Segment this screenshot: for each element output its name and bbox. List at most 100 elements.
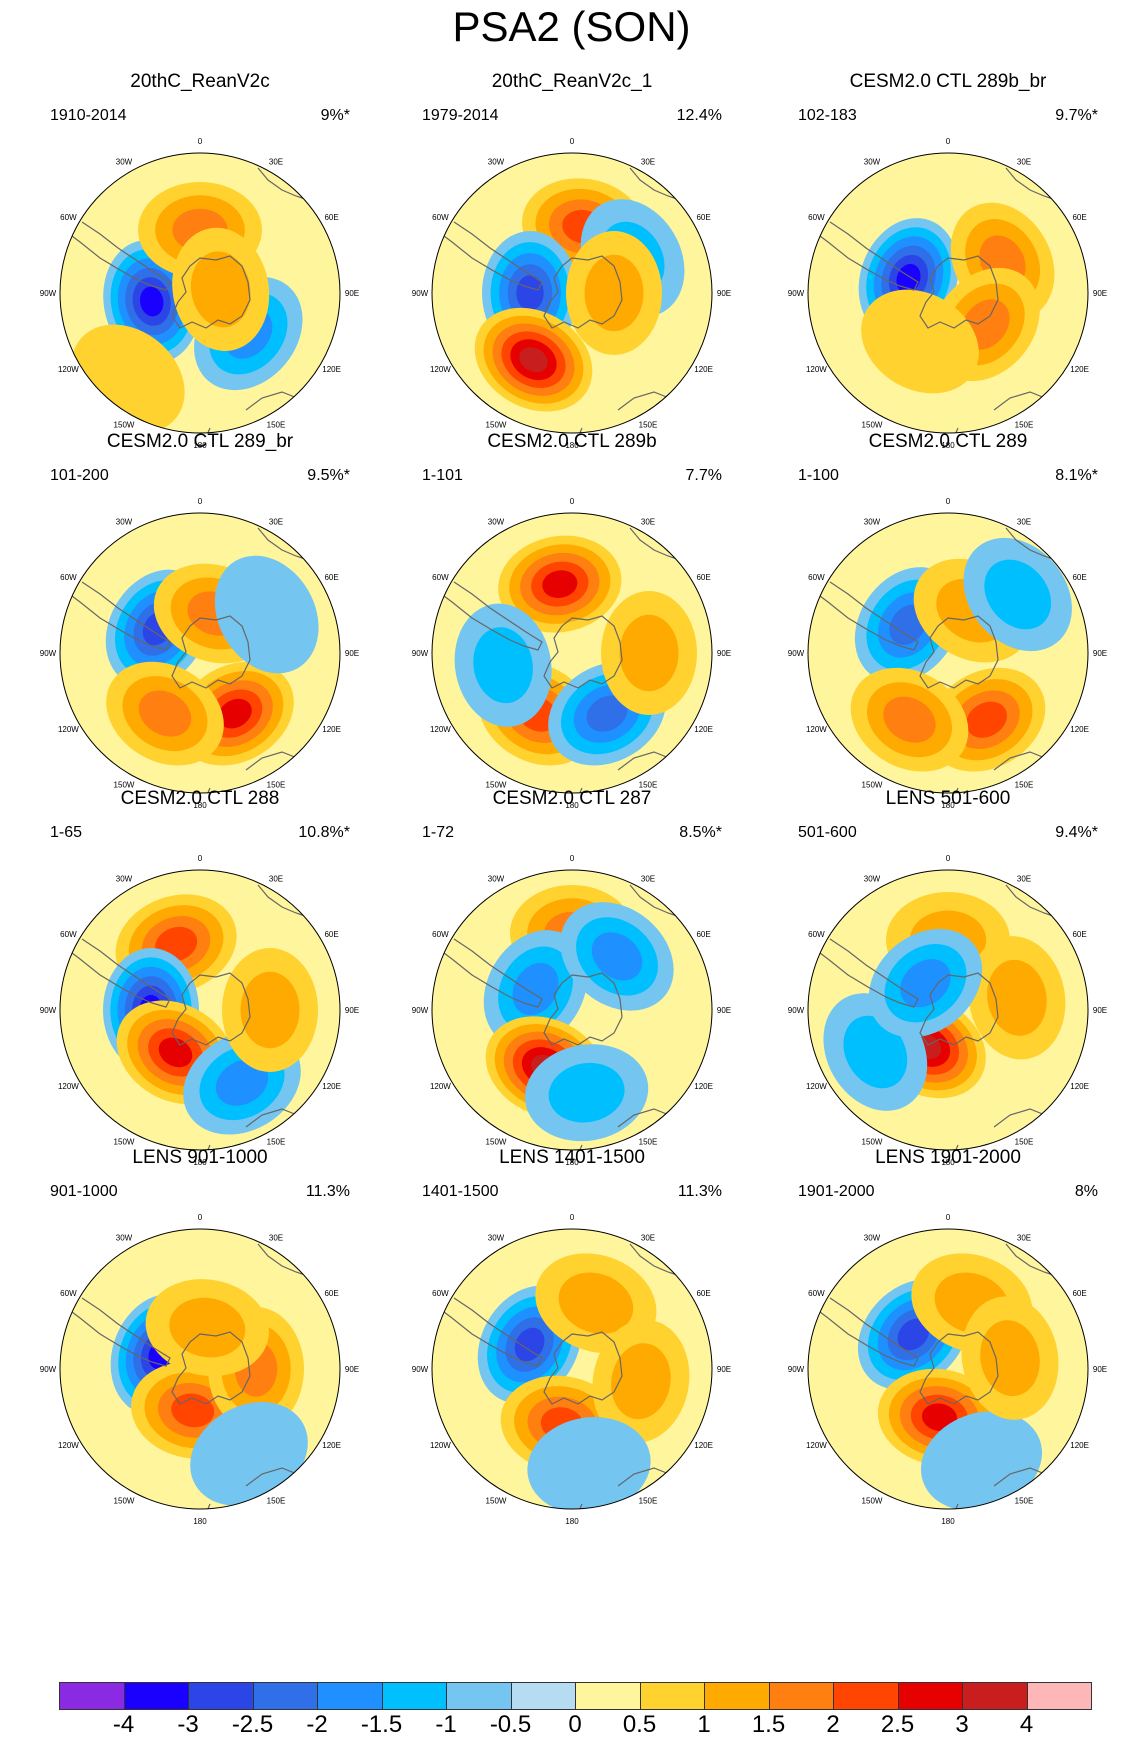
longitude-label: 60W bbox=[432, 930, 449, 939]
longitude-label: 60W bbox=[808, 1289, 825, 1298]
colorbar-swatch bbox=[768, 1682, 834, 1710]
polar-map: 0 30E 60E 90E 120E 150E 180 150W 120W 90W 60W 30W bbox=[788, 137, 1107, 450]
longitude-label: 60E bbox=[696, 213, 710, 222]
longitude-label: 150W bbox=[114, 1497, 135, 1506]
map-boundary bbox=[807, 869, 1089, 1151]
map-panel: CESM2.0 CTL 289b_br 102-183 9.7%* 0 30E 60E 90… bbox=[768, 70, 1128, 465]
longitude-label: 180 bbox=[193, 441, 207, 450]
longitude-label: 180 bbox=[941, 441, 955, 450]
contour-level bbox=[473, 627, 533, 704]
contour-level bbox=[843, 1015, 908, 1089]
panel-title: CESM2.0 CTL 289b bbox=[487, 431, 657, 452]
panel-variance-percent: 8.1%* bbox=[1055, 467, 1098, 484]
colorbar-swatch bbox=[59, 1682, 125, 1710]
longitude-label: 180 bbox=[193, 801, 207, 810]
longitude-label: 120W bbox=[58, 1441, 79, 1450]
polar-map: 0 30E 60E 90E 120E 150E 180 150W 120W 90W 60W 30W bbox=[788, 1213, 1107, 1526]
longitude-label: 90W bbox=[788, 1006, 805, 1015]
colorbar-tick-label: -1 bbox=[435, 1711, 457, 1738]
longitude-label: 90E bbox=[717, 1006, 731, 1015]
panel-period: 501-600 bbox=[798, 824, 857, 841]
longitude-label: 60W bbox=[808, 573, 825, 582]
contour-level bbox=[139, 286, 164, 317]
longitude-label: 150E bbox=[1015, 1497, 1034, 1506]
map-boundary bbox=[59, 152, 341, 434]
map-boundary bbox=[431, 869, 713, 1151]
longitude-label: 120E bbox=[322, 725, 341, 734]
panel-title: LENS 901-1000 bbox=[132, 1147, 268, 1168]
panel-title: CESM2.0 CTL 287 bbox=[492, 788, 652, 809]
longitude-label: 150W bbox=[862, 1497, 883, 1506]
longitude-label: 120E bbox=[322, 365, 341, 374]
panel-variance-percent: 7.7% bbox=[685, 467, 722, 484]
longitude-label: 30E bbox=[641, 517, 655, 526]
longitude-label: 90E bbox=[1093, 289, 1107, 298]
panel-period: 1401-1500 bbox=[422, 1183, 499, 1200]
contour-level bbox=[240, 971, 300, 1049]
polar-map: 0 30E 60E 90E 120E 150E 180 150W 120W 90W 60W 30W bbox=[40, 137, 359, 450]
longitude-label: 30E bbox=[269, 874, 283, 883]
panel-variance-percent: 9.4%* bbox=[1055, 824, 1098, 841]
panel-title: CESM2.0 CTL 288 bbox=[120, 788, 280, 809]
longitude-label: 90W bbox=[412, 1365, 429, 1374]
map-boundary bbox=[431, 1228, 713, 1510]
polar-map: 0 30E 60E 90E 120E 150E 180 150W 120W 90W 60W 30W bbox=[40, 854, 359, 1167]
longitude-label: 60E bbox=[324, 213, 338, 222]
map-panel: CESM2.0 CTL 287 1-72 8.5%* 0 30E 60E 90E 120E 15… bbox=[392, 787, 752, 1182]
longitude-label: 120W bbox=[430, 1441, 451, 1450]
colorbar-swatch bbox=[704, 1682, 770, 1710]
colorbar-swatch bbox=[897, 1682, 963, 1710]
panel-period: 1-101 bbox=[422, 467, 463, 484]
longitude-label: 0 bbox=[198, 854, 203, 863]
map-panel: 20thC_ReanV2c_1 1979-2014 12.4% 0 30E 60E 90E 1… bbox=[392, 70, 752, 465]
longitude-label: 90E bbox=[345, 1365, 359, 1374]
longitude-label: 120W bbox=[430, 725, 451, 734]
longitude-label: 180 bbox=[941, 801, 955, 810]
longitude-label: 120E bbox=[694, 725, 713, 734]
polar-map: 0 30E 60E 90E 120E 150E 180 150W 120W 90W 60W 30W bbox=[40, 497, 359, 810]
contour-level bbox=[987, 959, 1047, 1036]
map-panel: CESM2.0 CTL 288 1-65 10.8%* 0 30E 60E 90E 120E 1… bbox=[20, 787, 380, 1182]
longitude-label: 180 bbox=[565, 1158, 579, 1167]
polar-map: 0 30E 60E 90E 120E 150E 180 150W 120W 90W 60W 30W bbox=[40, 1213, 359, 1526]
longitude-label: 120E bbox=[694, 1441, 713, 1450]
longitude-label: 180 bbox=[193, 1158, 207, 1167]
longitude-label: 60E bbox=[1072, 213, 1086, 222]
polar-map: 0 30E 60E 90E 120E 150E 180 150W 120W 90W 60W 30W bbox=[788, 854, 1107, 1167]
contour-level bbox=[218, 698, 252, 729]
longitude-label: 30E bbox=[269, 1233, 283, 1242]
longitude-label: 60W bbox=[60, 213, 77, 222]
longitude-label: 30W bbox=[488, 157, 505, 166]
longitude-label: 30E bbox=[1017, 1233, 1031, 1242]
longitude-label: 60E bbox=[696, 930, 710, 939]
panel-variance-percent: 8.5%* bbox=[679, 824, 722, 841]
longitude-label: 0 bbox=[946, 137, 951, 146]
longitude-label: 150E bbox=[639, 1497, 658, 1506]
panel-title: CESM2.0 CTL 289b_br bbox=[849, 71, 1047, 92]
colorbar-tick-label: -2.5 bbox=[231, 1711, 274, 1738]
longitude-label: 0 bbox=[198, 1213, 203, 1222]
polar-map: 0 30E 60E 90E 120E 150E 180 150W 120W 90W 60W 30W bbox=[412, 854, 731, 1167]
contour-level bbox=[169, 1297, 246, 1358]
colorbar-swatch bbox=[962, 1682, 1028, 1710]
panel-period: 1910-2014 bbox=[50, 107, 127, 124]
longitude-label: 120E bbox=[322, 1082, 341, 1091]
longitude-label: 150E bbox=[1015, 421, 1034, 430]
longitude-label: 150W bbox=[862, 781, 883, 790]
map-panel: 20thC_ReanV2c 1910-2014 9%* 0 30E 60E 90E 120E 1… bbox=[20, 70, 380, 465]
contour-level bbox=[984, 559, 1052, 630]
map-boundary bbox=[59, 1228, 341, 1510]
longitude-label: 30E bbox=[1017, 157, 1031, 166]
longitude-label: 120W bbox=[806, 365, 827, 374]
colorbar-tick-label: 0.5 bbox=[622, 1711, 657, 1738]
longitude-label: 150E bbox=[267, 781, 286, 790]
map-boundary bbox=[807, 1228, 1089, 1510]
longitude-label: 30E bbox=[269, 157, 283, 166]
longitude-label: 30E bbox=[269, 517, 283, 526]
longitude-label: 60E bbox=[696, 573, 710, 582]
panel-variance-percent: 9.5%* bbox=[307, 467, 350, 484]
longitude-label: 90E bbox=[717, 649, 731, 658]
longitude-label: 90W bbox=[412, 289, 429, 298]
longitude-label: 180 bbox=[565, 441, 579, 450]
longitude-label: 60W bbox=[60, 1289, 77, 1298]
